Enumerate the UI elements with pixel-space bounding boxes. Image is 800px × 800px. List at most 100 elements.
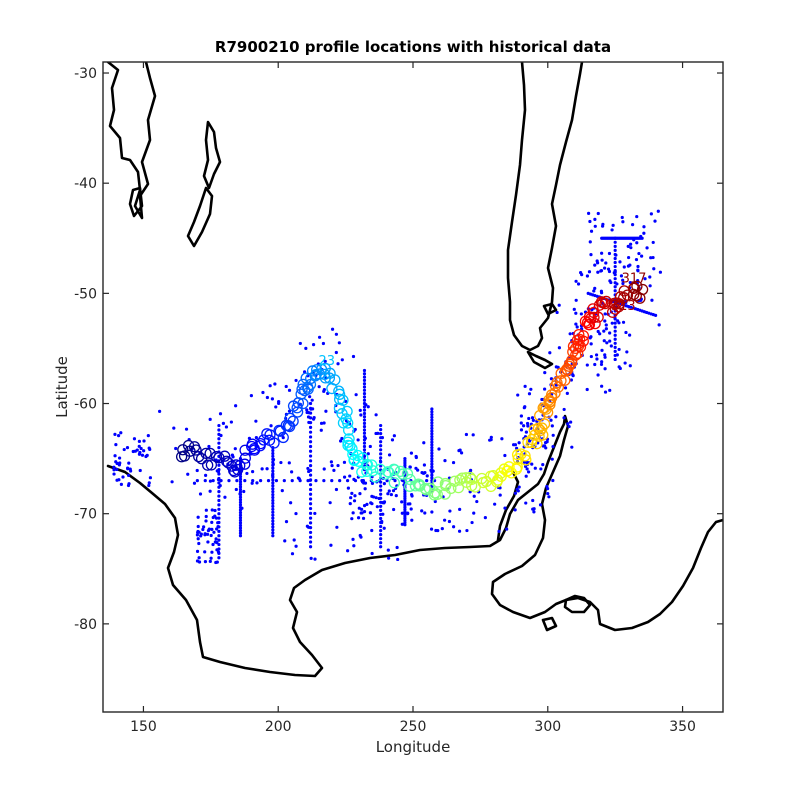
y-tick-label: -30 <box>74 66 97 82</box>
historical-point <box>211 542 215 547</box>
historical-point <box>148 476 153 480</box>
historical-point <box>613 341 617 345</box>
historical-point <box>543 371 547 375</box>
float-profile-marker <box>329 374 341 386</box>
historical-point <box>362 368 367 373</box>
historical-point <box>622 265 626 269</box>
historical-point <box>598 332 602 336</box>
y-tick-label: -80 <box>74 617 97 633</box>
historical-point <box>572 307 576 311</box>
historical-point <box>131 449 135 454</box>
historical-point <box>350 491 354 495</box>
historical-point <box>336 463 340 468</box>
historical-point <box>465 528 469 533</box>
historical-point <box>387 556 391 560</box>
historical-point <box>198 492 203 496</box>
historical-point <box>217 512 221 516</box>
historical-point <box>210 508 214 512</box>
historical-point <box>210 520 214 524</box>
historical-point <box>613 317 617 321</box>
historical-point <box>206 540 210 544</box>
historical-point <box>642 225 646 229</box>
float-profile-marker <box>491 476 503 488</box>
historical-point <box>600 384 604 388</box>
historical-point <box>515 487 519 492</box>
historical-point <box>594 353 599 357</box>
historical-point <box>603 353 607 357</box>
historical-point <box>562 416 566 420</box>
historical-point <box>308 440 313 444</box>
float-profile-marker <box>193 450 205 463</box>
historical-point <box>308 511 313 515</box>
historical-point <box>628 364 632 368</box>
historical-point <box>440 527 444 531</box>
historical-point <box>119 482 124 486</box>
historical-point <box>172 426 176 430</box>
historical-point <box>199 532 203 536</box>
historical-point <box>271 472 275 476</box>
float-profile-marker <box>200 447 212 459</box>
historical-point <box>359 511 363 515</box>
historical-point <box>527 392 532 396</box>
float-profile-marker <box>589 317 601 330</box>
historical-point <box>574 298 578 302</box>
historical-point <box>238 498 243 502</box>
historical-point <box>370 551 374 556</box>
historical-point <box>271 490 275 494</box>
float-profile-marker <box>538 418 551 430</box>
historical-point <box>635 214 639 219</box>
historical-point <box>195 479 199 483</box>
historical-point <box>361 479 365 483</box>
float-profile-marker <box>636 283 649 296</box>
historical-point <box>308 473 313 477</box>
ice-rise-coastline <box>541 616 558 632</box>
historical-point <box>265 395 269 400</box>
y-tick-label: -70 <box>74 507 97 523</box>
historical-point <box>255 481 259 485</box>
historical-point <box>289 501 293 505</box>
historical-point <box>551 445 555 449</box>
historical-point <box>430 421 434 425</box>
historical-point <box>348 474 352 478</box>
historical-point <box>362 375 367 379</box>
historical-point <box>137 439 141 443</box>
historical-point <box>217 525 221 529</box>
historical-point <box>147 483 151 488</box>
historical-point <box>140 453 145 457</box>
historical-point <box>599 362 604 367</box>
historical-point <box>400 522 404 526</box>
historical-point <box>608 279 612 283</box>
historical-point <box>217 463 221 467</box>
historical-point <box>304 346 308 350</box>
historical-point <box>376 431 380 435</box>
historical-point <box>430 468 434 472</box>
historical-point <box>342 475 347 479</box>
historical-point <box>636 264 640 269</box>
historical-point <box>531 418 535 422</box>
historical-point <box>117 462 122 466</box>
historical-point <box>292 538 296 542</box>
historical-point <box>493 502 497 506</box>
float-profile-marker <box>341 405 353 418</box>
historical-point <box>204 508 208 512</box>
historical-point <box>524 474 528 478</box>
historical-point <box>379 496 383 500</box>
historical-point <box>306 479 310 483</box>
x-axis: 150 200 250 300 350 <box>130 62 696 735</box>
historical-point <box>387 453 392 457</box>
historical-point <box>640 254 644 258</box>
historical-point <box>324 409 328 413</box>
historical-point <box>249 394 253 398</box>
float-profile-marker <box>333 388 346 400</box>
historical-point <box>356 516 361 520</box>
historical-point <box>414 466 418 470</box>
historical-point <box>322 479 326 483</box>
historical-point <box>126 473 131 477</box>
historical-point <box>238 482 243 486</box>
historical-point <box>349 496 353 500</box>
historical-point <box>273 382 277 386</box>
y-axis-label: Latitude <box>53 356 71 418</box>
historical-point <box>403 512 407 516</box>
historical-point <box>251 470 255 474</box>
historical-point <box>362 428 367 432</box>
